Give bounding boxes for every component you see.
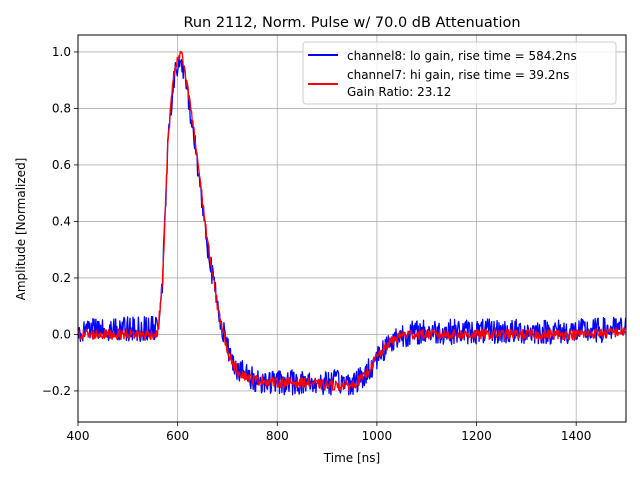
plot-series — [78, 50, 626, 396]
legend-label-channel7: channel7: hi gain, rise time = 39.2ns — [347, 68, 569, 82]
y-tick-label: 0.0 — [52, 327, 71, 341]
y-axis-ticks: −0.2 0.0 0.2 0.4 0.6 0.8 1.0 — [42, 45, 78, 398]
axes-frame — [77, 34, 627, 423]
x-tick-label: 1200 — [461, 429, 492, 443]
x-tick-label: 400 — [67, 429, 90, 443]
y-tick-label: 1.0 — [52, 45, 71, 59]
x-axis-label: Time [ns] — [323, 451, 380, 465]
y-tick-label: 0.4 — [52, 214, 71, 228]
x-tick-label: 1000 — [362, 429, 393, 443]
x-tick-label: 800 — [266, 429, 289, 443]
y-tick-label: 0.8 — [52, 101, 71, 115]
x-tick-label: 1400 — [561, 429, 592, 443]
legend-label-channel8: channel8: lo gain, rise time = 584.2ns — [347, 49, 577, 63]
y-tick-label: −0.2 — [42, 384, 71, 398]
legend-box — [302, 41, 617, 105]
x-axis-ticks: 400 600 800 1000 1200 1400 — [67, 422, 592, 443]
y-axis-label: Amplitude [Normalized] — [14, 158, 28, 301]
y-tick-label: 0.2 — [52, 271, 71, 285]
series-line-channel7 — [78, 50, 626, 391]
grid-lines — [77, 35, 626, 422]
x-tick-label: 600 — [166, 429, 189, 443]
legend-gain-ratio: Gain Ratio: 23.12 — [347, 85, 451, 99]
y-tick-label: 0.6 — [52, 158, 71, 172]
legend[interactable]: channel8: lo gain, rise time = 584.2ns c… — [302, 41, 617, 105]
chart-title: Run 2112, Norm. Pulse w/ 70.0 dB Attenua… — [183, 15, 520, 31]
